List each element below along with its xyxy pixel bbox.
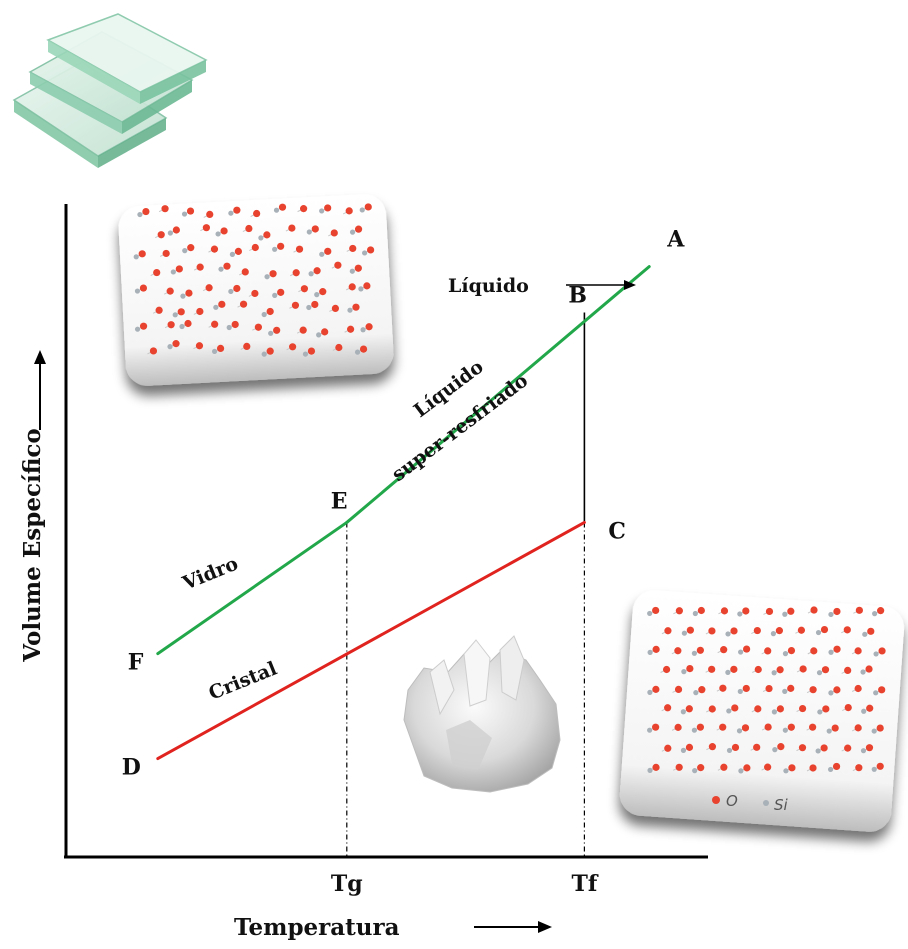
crystal-line (156, 520, 586, 761)
supercooled-liquid-line (345, 265, 651, 524)
glass-plates-icon (12, 13, 208, 168)
point-label-b: B (568, 283, 587, 309)
y-axis-label: Volume Específico (19, 428, 46, 663)
oxygen-legend-label: O (726, 792, 738, 810)
liquid-arrow-icon (624, 280, 636, 290)
silicon-legend-label: Si (774, 796, 789, 814)
point-label-d: D (122, 755, 141, 781)
x-axis-label: Temperatura (234, 914, 400, 941)
x-tick-label-tf: Tf (571, 871, 598, 897)
glass-annotation: Vidro (179, 553, 242, 595)
oxygen-atom-legend-icon (712, 796, 720, 804)
glass-structure-illustration (118, 194, 394, 386)
y-axis-arrow-icon (34, 350, 46, 430)
x-axis-arrow-icon (474, 921, 552, 933)
point-label-c: C (608, 518, 626, 544)
point-label-e: E (331, 488, 348, 514)
axes (64, 204, 708, 859)
quartz-crystal-image (403, 635, 561, 793)
point-label-f: F (128, 650, 144, 676)
silicon-atom-legend-icon (763, 800, 769, 806)
crystal-structure-illustration: O Si (619, 590, 905, 832)
point-label-a: A (666, 227, 685, 253)
glass-line (156, 520, 349, 656)
liquid-annotation: Líquido (448, 275, 529, 297)
x-tick-label-tg: Tg (331, 871, 363, 897)
